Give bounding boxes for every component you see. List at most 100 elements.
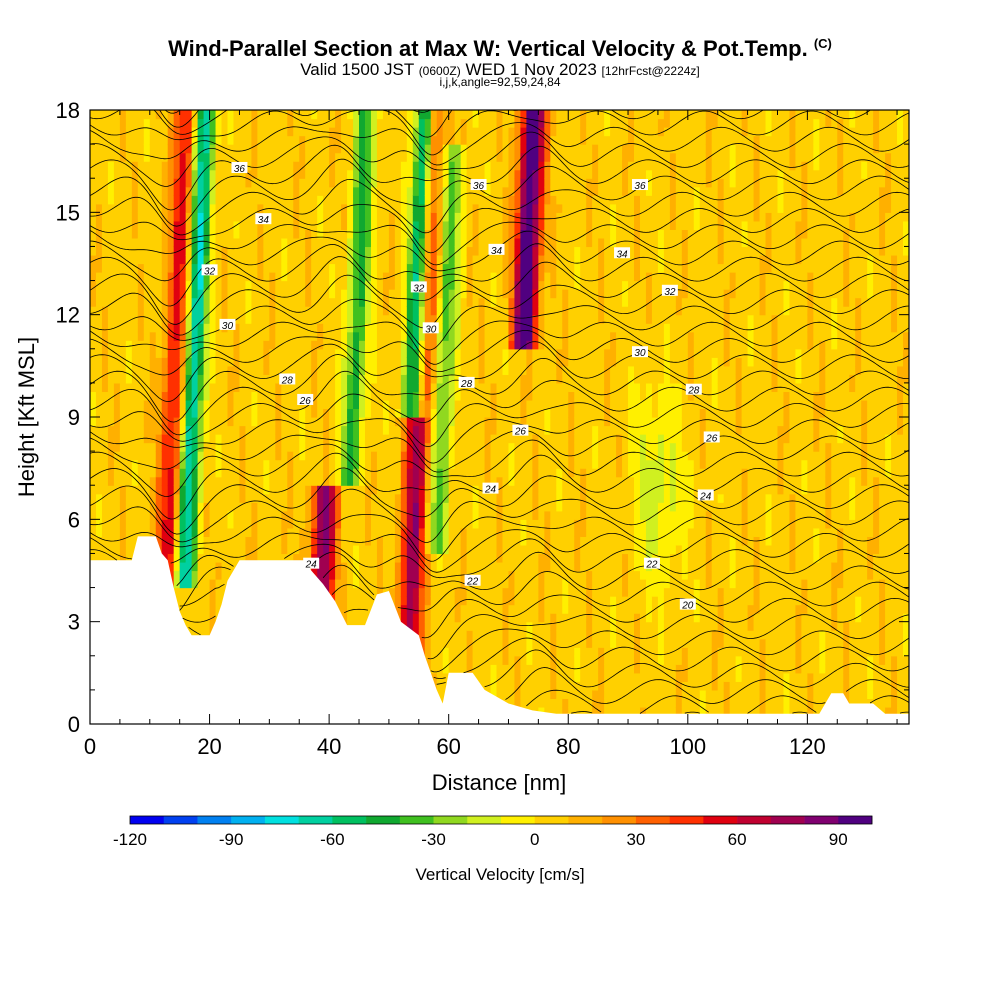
velocity-cell xyxy=(394,459,402,469)
velocity-cell xyxy=(364,229,372,239)
velocity-cell xyxy=(502,689,510,700)
velocity-cell xyxy=(400,348,408,358)
velocity-cell xyxy=(382,272,390,282)
velocity-cell xyxy=(400,596,408,606)
velocity-cell xyxy=(257,357,264,367)
velocity-cell xyxy=(119,254,127,265)
velocity-cell xyxy=(466,127,474,137)
velocity-cell xyxy=(185,374,193,384)
velocity-cell xyxy=(406,280,414,290)
velocity-cell xyxy=(454,527,462,537)
velocity-cell xyxy=(143,391,151,401)
velocity-cell xyxy=(257,340,264,350)
velocity-cell xyxy=(251,237,258,248)
velocity-cell xyxy=(376,357,384,367)
velocity-cell xyxy=(424,519,432,529)
velocity-cell xyxy=(388,254,396,265)
velocity-cell xyxy=(287,110,294,120)
velocity-cell xyxy=(376,186,384,196)
velocity-cell xyxy=(442,254,450,265)
velocity-cell xyxy=(185,220,193,230)
velocity-cell xyxy=(484,621,492,631)
velocity-cell xyxy=(305,502,312,512)
velocity-cell xyxy=(353,110,360,120)
velocity-cell xyxy=(245,399,253,410)
velocity-cell xyxy=(251,348,258,358)
velocity-cell xyxy=(448,306,456,316)
velocity-cell xyxy=(293,425,300,435)
velocity-cell xyxy=(317,178,324,188)
velocity-cell xyxy=(101,408,109,418)
velocity-cell xyxy=(179,374,187,384)
velocity-cell xyxy=(155,127,163,137)
velocity-cell xyxy=(418,382,426,393)
velocity-cell xyxy=(382,237,390,248)
velocity-cell xyxy=(269,510,276,520)
velocity-cell xyxy=(125,399,133,410)
velocity-cell xyxy=(347,263,354,273)
velocity-cell xyxy=(305,144,312,154)
velocity-cell xyxy=(364,587,372,597)
velocity-cell xyxy=(113,459,121,469)
velocity-cell xyxy=(460,135,468,145)
velocity-cell xyxy=(353,280,360,290)
velocity-cell xyxy=(191,502,199,512)
velocity-cell xyxy=(90,382,97,393)
velocity-cell xyxy=(460,144,468,154)
velocity-cell xyxy=(382,391,390,401)
velocity-cell xyxy=(143,237,151,248)
velocity-cell xyxy=(454,664,462,674)
velocity-cell xyxy=(335,536,342,546)
velocity-cell xyxy=(448,212,456,222)
velocity-cell xyxy=(341,110,348,120)
velocity-cell xyxy=(233,357,241,367)
velocity-cell xyxy=(448,485,456,495)
velocity-cell xyxy=(299,417,306,427)
velocity-cell xyxy=(251,510,258,520)
velocity-cell xyxy=(101,186,109,196)
velocity-cell xyxy=(149,306,157,316)
velocity-cell xyxy=(394,451,402,461)
velocity-cell xyxy=(155,280,163,290)
velocity-cell xyxy=(496,203,504,213)
velocity-cell xyxy=(215,314,223,324)
velocity-cell xyxy=(460,340,468,350)
velocity-cell xyxy=(137,263,145,273)
velocity-cell xyxy=(323,220,330,230)
velocity-cell xyxy=(239,408,247,418)
velocity-cell xyxy=(119,357,127,367)
velocity-cell xyxy=(227,417,235,427)
velocity-cell xyxy=(239,110,247,120)
velocity-cell xyxy=(382,178,390,188)
velocity-cell xyxy=(305,425,312,435)
velocity-cell xyxy=(406,561,414,572)
velocity-cell xyxy=(317,451,324,461)
velocity-cell xyxy=(406,442,414,452)
velocity-cell xyxy=(388,536,396,546)
velocity-cell xyxy=(376,212,384,222)
velocity-cell xyxy=(101,340,109,350)
velocity-cell xyxy=(125,306,133,316)
velocity-cell xyxy=(239,280,247,290)
velocity-cell xyxy=(329,425,336,435)
velocity-cell xyxy=(329,127,336,137)
velocity-cell xyxy=(239,220,247,230)
velocity-cell xyxy=(424,289,432,299)
velocity-cell xyxy=(173,382,181,393)
velocity-cell xyxy=(275,263,282,273)
velocity-cell xyxy=(125,459,133,469)
velocity-cell xyxy=(311,399,318,410)
velocity-cell xyxy=(185,144,193,154)
velocity-cell xyxy=(215,135,223,145)
velocity-cell xyxy=(466,220,474,230)
velocity-cell xyxy=(323,229,330,239)
velocity-cell xyxy=(335,434,342,444)
velocity-cell xyxy=(293,502,300,512)
velocity-cell xyxy=(442,451,450,461)
velocity-cell xyxy=(478,118,486,128)
velocity-cell xyxy=(460,161,468,171)
velocity-cell xyxy=(424,553,432,563)
velocity-cell xyxy=(329,451,336,461)
velocity-cell xyxy=(454,144,462,154)
velocity-cell xyxy=(299,510,306,520)
